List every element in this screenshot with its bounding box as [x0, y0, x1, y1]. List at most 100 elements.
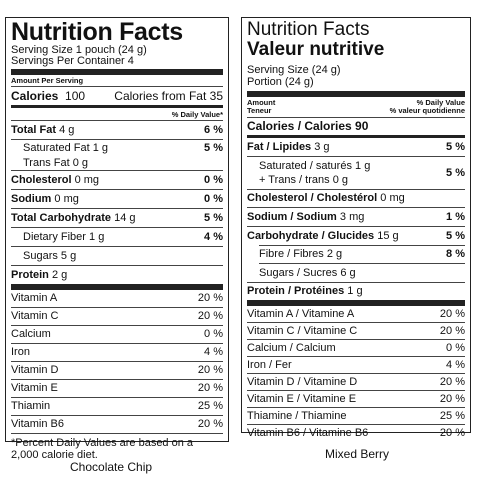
nutrient-row-trans-fat: Trans Fat 0 g [11, 156, 223, 170]
vitamin-name: Vitamin C [11, 310, 59, 322]
vitamin-row: Vitamin D / Vitamine D 20 % [247, 374, 465, 390]
nutrient-amount: 6 g [340, 266, 356, 279]
nutrient-name: + Trans / trans [259, 174, 330, 186]
vitamin-row: Vitamin A 20 % [11, 290, 223, 307]
nutrient-dv: 1 % [446, 210, 465, 223]
nutrient-amount: 15 g [377, 229, 399, 242]
nutrient-amount: 1 g [92, 141, 109, 154]
nutrient-name: Sodium [11, 192, 52, 205]
nutrient-amount: 4 g [59, 123, 75, 136]
vitamin-name: Calcium / Calcium [247, 341, 336, 354]
nutrient-row-sodium: Sodium / Sodium 3 mg 1 % [247, 208, 465, 226]
vitamin-name: Vitamin D / Vitamine D [247, 375, 358, 388]
servings-per-container: Servings Per Container 4 [11, 55, 134, 67]
nutrient-amount: 3 g [314, 140, 330, 153]
vitamin-dv: 20 % [439, 375, 465, 388]
nutrient-dv: 5 % [204, 211, 223, 224]
calories-value: 100 [65, 88, 86, 103]
divider [11, 69, 223, 75]
label-title-en: Nutrition Facts [247, 19, 370, 40]
vitamin-name: Vitamin E / Vitamine E [247, 392, 357, 405]
vitamin-row: Vitamin D 20 % [11, 362, 223, 379]
nutrient-amount: 0 mg [54, 192, 79, 205]
vitamin-name: Vitamin B6 [11, 418, 64, 430]
vitamin-dv: 0 % [446, 341, 465, 354]
nutrient-name: Sugars / Sucres [259, 266, 338, 279]
nutrient-row-saturated-fat: Saturated Fat 1 g 5 % [11, 140, 223, 156]
amount-per-serving: Amount Per Serving [11, 76, 84, 85]
nutrient-name: Saturated / saturés [259, 160, 352, 172]
divider [11, 86, 223, 87]
vitamin-row: Vitamin B6 20 % [11, 416, 223, 433]
vitamin-row: Calcium / Calcium 0 % [247, 340, 465, 356]
vitamin-row: Calcium 0 % [11, 326, 223, 343]
vitamin-name: Vitamin E [11, 382, 58, 394]
nutrient-dv: 5 % [446, 229, 465, 242]
dv-en: % Daily Value [416, 98, 465, 107]
calories-row: Calories / Calories 90 [247, 118, 465, 135]
nutrient-row-protein: Protein / Protéines 1 g [247, 283, 465, 300]
vitamin-dv: 20 % [197, 310, 223, 322]
vitamin-name: Vitamin A / Vitamine A [247, 307, 355, 320]
vitamin-name: Vitamin B6 / Vitamine B6 [247, 426, 369, 439]
nutrient-row-total-carbohydrate: Total Carbohydrate 14 g 5 % [11, 209, 223, 227]
nutrient-dv: 4 % [204, 230, 223, 243]
serving-size: Serving Size 1 pouch (24 g) [11, 44, 147, 56]
nutrient-row-carbohydrate: Carbohydrate / Glucides 15 g 5 % [247, 227, 465, 245]
nutrient-row-sodium: Sodium 0 mg 0 % [11, 190, 223, 208]
nutrient-dv: 0 % [204, 173, 223, 186]
nutrient-amount: 0 g [332, 174, 348, 186]
nutrient-amount: 2 g [51, 268, 68, 281]
nutrient-row-protein: Protein 2 g [11, 266, 223, 284]
vitamin-dv: 25 % [439, 409, 465, 422]
vitamin-row: Vitamin E 20 % [11, 380, 223, 397]
dv-header: % Daily Value* [11, 108, 223, 120]
nutrient-dv: 5 % [446, 140, 465, 153]
nutrient-amount: 2 g [326, 248, 343, 260]
nutrient-row-total-fat: Total Fat 4 g 6 % [11, 121, 223, 139]
nutrient-name: Total Carbohydrate [11, 211, 112, 224]
vitamin-row: Vitamin C / Vitamine C 20 % [247, 323, 465, 339]
vitamin-name: Calcium [11, 328, 51, 340]
nutrient-row-sugars: Sugars 5 g [11, 247, 223, 265]
nutrient-row-cholesterol: Cholesterol 0 mg 0 % [11, 171, 223, 189]
amount-en: Amount [247, 98, 276, 107]
vitamin-dv: 4 % [204, 346, 223, 358]
vitamin-name: Iron / Fer [247, 358, 292, 371]
amount-fr: Teneur [247, 106, 272, 115]
nutrient-name: Saturated Fat [23, 141, 90, 154]
nutrient-amount: 14 g [114, 211, 136, 224]
nutrient-amount: 3 mg [339, 210, 365, 223]
calories-row: Calories 100 Calories from Fat 35 [11, 87, 223, 105]
vitamin-dv: 20 % [439, 324, 465, 337]
vitamin-dv: 20 % [197, 292, 223, 304]
nutrient-row-fat: Fat / Lipides 3 g 5 % [247, 138, 465, 156]
vitamin-name: Vitamin A [11, 292, 58, 304]
vitamin-dv: 20 % [197, 364, 223, 376]
vitamin-dv: 20 % [439, 307, 465, 320]
vitamin-dv: 25 % [197, 400, 223, 412]
caption-mixed-berry: Mixed Berry [325, 447, 390, 461]
label-title-fr: Valeur nutritive [247, 39, 385, 60]
vitamin-row: Vitamin C 20 % [11, 308, 223, 325]
footnote: *Percent Daily Values are based on a 2,0… [11, 437, 194, 461]
nutrient-dv: 5 % [446, 166, 465, 179]
vitamin-row: Iron / Fer 4 % [247, 357, 465, 373]
nutrition-label-chocolate-chip: Nutrition Facts Serving Size 1 pouch (24… [5, 17, 229, 461]
vitamin-row: Vitamin E / Vitamine E 20 % [247, 391, 465, 407]
nutrient-name: Fibre / Fibres [259, 248, 324, 260]
nutrient-dv: 6 % [204, 123, 223, 136]
nutrient-name: Cholesterol [11, 173, 72, 186]
nutrient-amount: 0 mg [380, 192, 405, 204]
nutrient-amount: 0 mg [74, 173, 100, 186]
nutrient-name: Cholesterol / Cholestérol [247, 192, 378, 204]
nutrient-name: Trans Fat [23, 156, 70, 169]
calories-text: Calories / Calories 90 [247, 119, 369, 133]
nutrient-row-fibre: Fibre / Fibres 2 g 8 % [247, 246, 465, 263]
nutrient-name: Sugars [23, 249, 58, 262]
vitamin-dv: 20 % [197, 418, 223, 430]
vitamin-row: Iron 4 % [11, 344, 223, 361]
dv-fr: % valeur quotidienne [389, 106, 465, 115]
portion: Portion (24 g) [247, 76, 314, 88]
vitamin-dv: 4 % [446, 358, 465, 371]
